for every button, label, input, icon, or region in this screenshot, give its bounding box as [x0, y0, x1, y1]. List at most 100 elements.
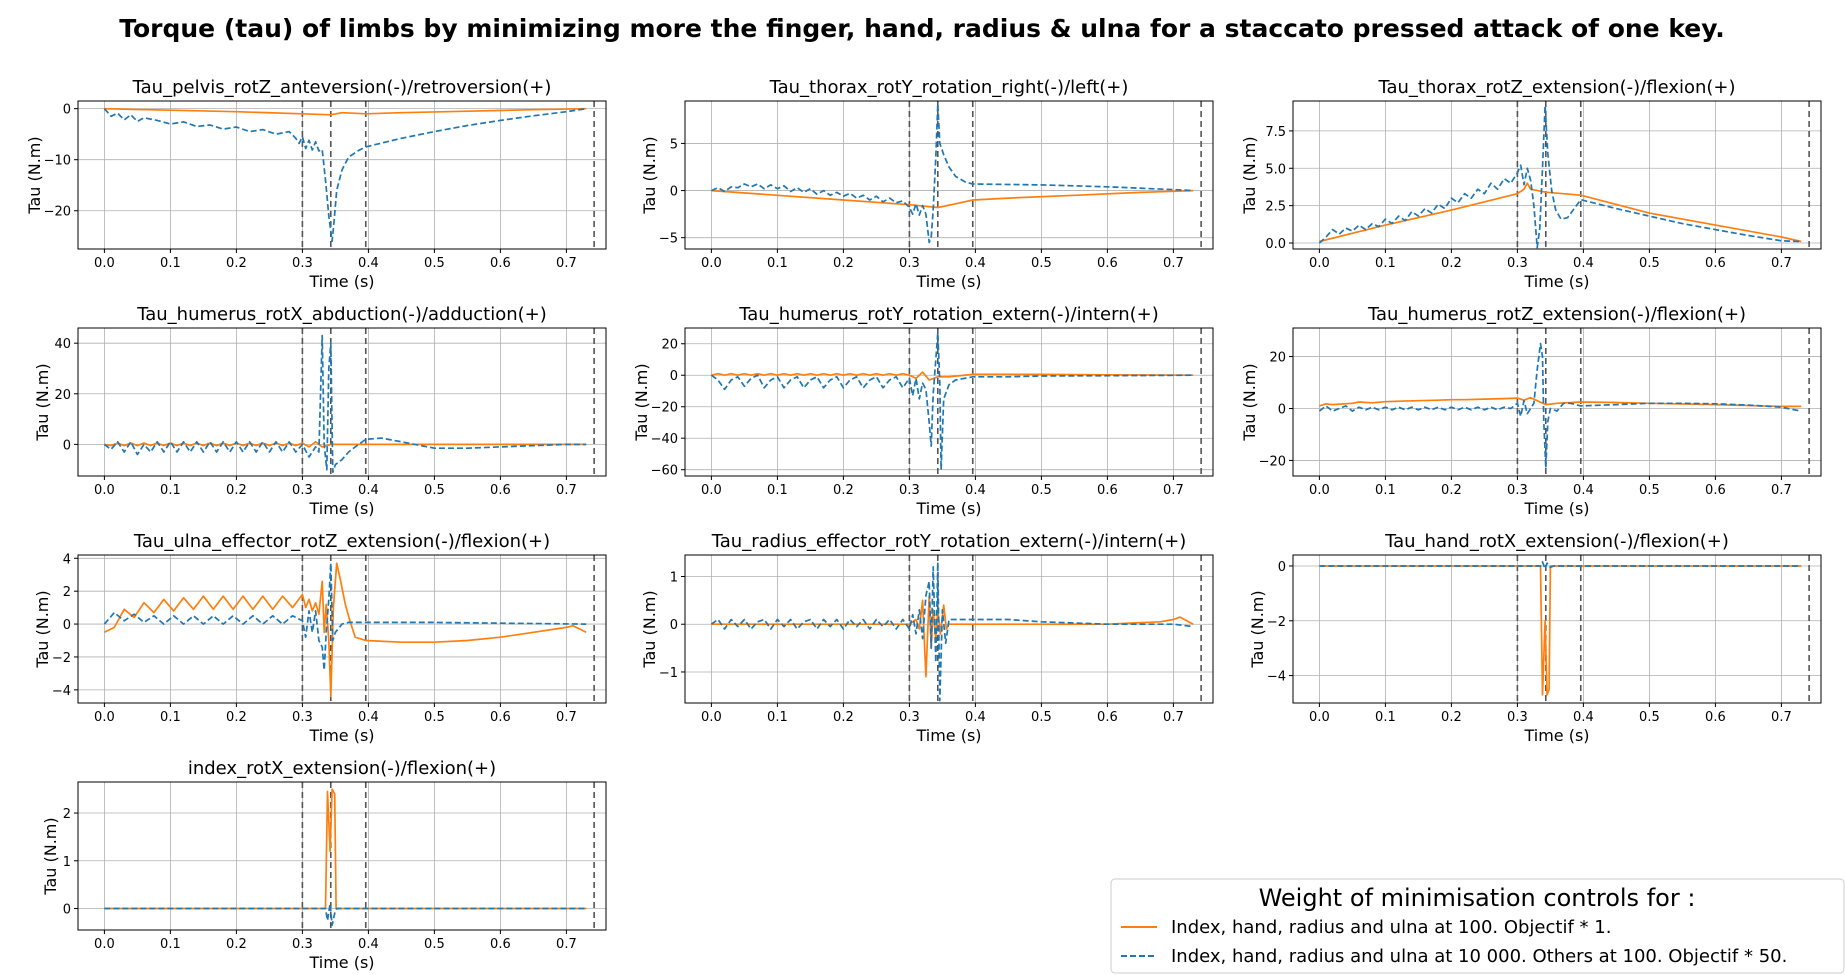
- y-tick-label: 0: [63, 903, 71, 918]
- x-tick-label: 0.1: [1375, 256, 1396, 271]
- y-tick-label: 0: [63, 438, 71, 453]
- x-tick-label: 0.6: [490, 710, 511, 725]
- x-axis-label: Time (s): [1523, 726, 1589, 745]
- legend-label-series-b: Index, hand, radius and ulna at 10 000. …: [1171, 946, 1787, 967]
- y-tick-label: −60: [651, 464, 678, 479]
- series-line-a: [711, 189, 1194, 209]
- x-tick-label: 0.4: [1573, 710, 1594, 725]
- y-axis-label: Tau (N.m): [640, 136, 659, 214]
- x-tick-label: 0.3: [292, 710, 313, 725]
- x-tick-label: 0.2: [226, 937, 247, 952]
- x-tick-label: 0.6: [490, 256, 511, 271]
- x-tick-label: 0.6: [1705, 256, 1726, 271]
- x-tick-label: 0.2: [1441, 710, 1462, 725]
- x-tick-label: 0.0: [94, 483, 115, 498]
- y-tick-label: 1: [670, 570, 678, 585]
- x-tick-label: 0.5: [1639, 256, 1660, 271]
- x-tick-label: 0.4: [1573, 256, 1594, 271]
- series-line-a: [104, 562, 587, 698]
- x-tick-label: 0.7: [1771, 483, 1792, 498]
- x-tick-label: 0.1: [160, 256, 181, 271]
- y-axis-label: Tau (N.m): [640, 590, 659, 668]
- x-tick-label: 0.2: [833, 483, 854, 498]
- y-tick-label: −4: [52, 684, 71, 699]
- x-tick-label: 0.2: [226, 483, 247, 498]
- x-tick-label: 0.6: [1705, 483, 1726, 498]
- subplot-8: 0.0 0.1 0.2 0.3 0.4 0.5 0.6 0.7 1 0 −1 Tau_radius_e…: [640, 531, 1214, 745]
- y-axis-label: Tau (N.m): [1240, 363, 1259, 441]
- y-tick-label: −2: [52, 651, 71, 666]
- x-tick-label: 0.7: [556, 256, 577, 271]
- x-tick-label: 0.0: [94, 710, 115, 725]
- x-tick-label: 0.0: [1309, 483, 1330, 498]
- x-tick-label: 0.0: [94, 937, 115, 952]
- y-tick-label: 0: [670, 618, 678, 633]
- y-axis-label: Tau (N.m): [1248, 590, 1267, 668]
- subplot-10: 0.0 0.1 0.2 0.3 0.4 0.5 0.6 0.7 2 1 0 index_rotX_ex…: [41, 758, 607, 972]
- y-tick-label: 2.5: [1265, 200, 1286, 215]
- series-line-a: [1319, 396, 1802, 408]
- x-tick-label: 0.2: [833, 256, 854, 271]
- x-axis-label: Time (s): [308, 953, 374, 972]
- subplot-title: Tau_pelvis_rotZ_anteversion(-)/retrovers…: [132, 77, 552, 98]
- x-tick-label: 0.7: [556, 483, 577, 498]
- x-tick-label: 0.6: [1097, 710, 1118, 725]
- x-tick-label: 0.7: [1771, 710, 1792, 725]
- subplot-title: Tau_hand_rotX_extension(-)/flexion(+): [1384, 531, 1729, 552]
- x-axis-label: Time (s): [915, 499, 981, 518]
- axes-frame: [77, 554, 607, 704]
- series-line-a: [711, 371, 1194, 381]
- series-line-b: [710, 561, 1194, 702]
- axes-frame: [684, 100, 1214, 250]
- x-tick-label: 0.0: [1309, 256, 1330, 271]
- x-tick-label: 0.4: [358, 483, 379, 498]
- x-tick-label: 0.7: [1163, 483, 1184, 498]
- subplot-title: Tau_thorax_rotY_rotation_right(-)/left(+…: [769, 77, 1129, 98]
- axes-frame: [77, 781, 607, 931]
- subplot-3: 0.0 0.1 0.2 0.3 0.4 0.5 0.6 0.7 0.0 2.5 5.0 7.5 Tau_…: [1240, 77, 1822, 291]
- x-tick-label: 0.4: [965, 710, 986, 725]
- subplot-title: Tau_ulna_effector_rotZ_extension(-)/flex…: [133, 531, 550, 552]
- y-tick-label: 7.5: [1265, 125, 1286, 140]
- series-line-b: [103, 107, 587, 243]
- x-tick-label: 0.3: [899, 256, 920, 271]
- x-tick-label: 0.5: [424, 483, 445, 498]
- x-tick-label: 0.7: [556, 937, 577, 952]
- y-tick-label: −2: [1267, 615, 1286, 630]
- x-axis-label: Time (s): [308, 272, 374, 291]
- axes-frame: [684, 327, 1214, 477]
- y-axis-label: Tau (N.m): [1240, 136, 1259, 214]
- series-line-a: [1319, 182, 1802, 243]
- subplot-title: Tau_thorax_rotZ_extension(-)/flexion(+): [1377, 77, 1735, 98]
- y-tick-label: 0: [670, 369, 678, 384]
- x-tick-label: 0.4: [358, 710, 379, 725]
- y-tick-label: −20: [651, 401, 678, 416]
- series-line-b: [710, 331, 1194, 471]
- y-tick-label: 2: [63, 807, 71, 822]
- x-tick-label: 0.3: [899, 710, 920, 725]
- axes-frame: [684, 554, 1214, 704]
- subplot-title: Tau_humerus_rotX_abduction(-)/adduction(…: [136, 304, 547, 325]
- subplot-6: 0.0 0.1 0.2 0.3 0.4 0.5 0.6 0.7 20 0 −20 Tau_humeru…: [1240, 304, 1822, 518]
- subplot-4: 0.0 0.1 0.2 0.3 0.4 0.5 0.6 0.7 40 20 0 Tau_humerus…: [33, 304, 607, 518]
- x-tick-label: 0.1: [160, 937, 181, 952]
- subplot-2: 0.0 0.1 0.2 0.3 0.4 0.5 0.6 0.7 5 0 −5 Tau_thorax_r…: [640, 77, 1214, 291]
- x-tick-label: 0.3: [1507, 483, 1528, 498]
- series-line-b: [104, 902, 587, 927]
- x-tick-label: 0.7: [556, 710, 577, 725]
- x-tick-label: 0.4: [965, 483, 986, 498]
- figure-title: Torque (tau) of limbs by minimizing more…: [119, 14, 1725, 43]
- y-tick-label: 20: [54, 388, 71, 403]
- y-tick-label: 20: [1269, 351, 1286, 366]
- x-tick-label: 0.2: [226, 256, 247, 271]
- y-axis-label: Tau (N.m): [632, 363, 651, 441]
- series-line-a: [104, 788, 587, 910]
- x-tick-label: 0.6: [490, 937, 511, 952]
- subplot-9: 0.0 0.1 0.2 0.3 0.4 0.5 0.6 0.7 0 −2 −4 Tau_hand_ro…: [1248, 531, 1822, 745]
- y-tick-label: −20: [44, 205, 71, 220]
- y-tick-label: 0: [63, 103, 71, 118]
- series-line-b: [711, 102, 1194, 244]
- x-tick-label: 0.2: [1441, 483, 1462, 498]
- y-tick-label: −4: [1267, 670, 1286, 685]
- y-axis-label: Tau (N.m): [41, 817, 60, 895]
